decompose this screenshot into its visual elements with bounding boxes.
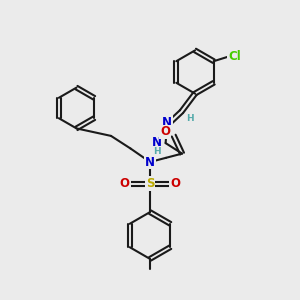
Text: S: S	[146, 177, 154, 190]
Text: H: H	[153, 147, 161, 156]
Text: Cl: Cl	[228, 50, 241, 63]
Text: O: O	[120, 177, 130, 190]
Text: O: O	[170, 177, 180, 190]
Text: N: N	[152, 136, 162, 149]
Text: H: H	[186, 114, 194, 123]
Text: O: O	[160, 125, 170, 139]
Text: N: N	[145, 155, 155, 169]
Text: N: N	[162, 116, 172, 129]
